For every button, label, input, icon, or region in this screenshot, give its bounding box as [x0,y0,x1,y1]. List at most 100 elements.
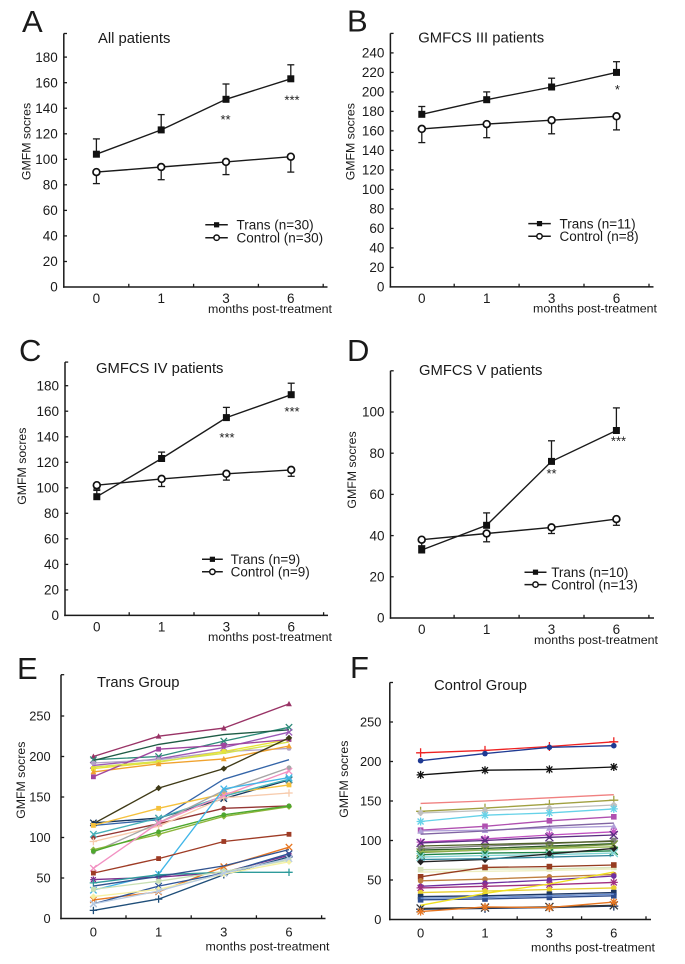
svg-text:D: D [347,333,369,368]
svg-text:GMFM socres: GMFM socres [344,103,358,180]
svg-text:100: 100 [29,830,50,845]
svg-text:months post-treatment: months post-treatment [208,630,333,644]
svg-text:Trans (n=30): Trans (n=30) [237,218,314,233]
svg-text:80: 80 [44,506,59,521]
svg-text:120: 120 [35,127,58,142]
svg-text:180: 180 [36,378,59,393]
svg-text:6: 6 [287,291,295,306]
svg-text:50: 50 [367,873,381,888]
svg-text:F: F [350,650,369,685]
svg-text:GMFM socres: GMFM socres [337,741,351,818]
svg-text:months post-treatment: months post-treatment [534,633,659,647]
svg-text:Trans (n=9): Trans (n=9) [231,552,301,567]
svg-text:0: 0 [418,291,426,306]
svg-text:0: 0 [418,622,426,637]
svg-text:240: 240 [362,46,385,61]
svg-text:GMFCS III patients: GMFCS III patients [418,30,544,46]
svg-text:160: 160 [36,404,59,419]
svg-text:0: 0 [50,280,58,295]
svg-text:6: 6 [610,926,617,941]
svg-text:0: 0 [93,619,101,634]
svg-text:GMFM socres: GMFM socres [14,742,28,819]
svg-text:160: 160 [35,75,58,90]
svg-text:200: 200 [362,85,385,100]
svg-text:All patients: All patients [98,31,170,47]
svg-text:GMFCS IV patients: GMFCS IV patients [96,361,223,377]
svg-text:3: 3 [223,619,231,634]
svg-text:100: 100 [36,481,59,496]
svg-text:GMFM socres: GMFM socres [15,428,29,505]
svg-text:0: 0 [51,608,59,623]
svg-text:Trans Group: Trans Group [97,675,180,691]
svg-text:1: 1 [481,926,488,941]
svg-text:60: 60 [369,221,384,236]
svg-text:0: 0 [93,291,101,306]
svg-text:C: C [19,333,41,368]
svg-text:***: *** [611,434,626,449]
svg-text:1: 1 [158,619,166,634]
svg-text:3: 3 [222,291,230,306]
svg-text:3: 3 [220,925,227,940]
svg-text:180: 180 [35,50,58,65]
svg-text:40: 40 [369,241,384,256]
svg-text:B: B [347,4,368,39]
svg-text:40: 40 [43,229,58,244]
svg-text:80: 80 [369,446,384,461]
svg-text:0: 0 [43,911,50,926]
svg-text:6: 6 [285,925,292,940]
svg-text:20: 20 [43,254,58,269]
svg-text:E: E [17,651,38,686]
svg-text:100: 100 [362,405,385,420]
svg-text:3: 3 [548,622,556,637]
svg-text:GMFM socres: GMFM socres [345,431,359,508]
svg-text:200: 200 [29,749,50,764]
svg-text:0: 0 [90,925,97,940]
svg-text:3: 3 [546,926,553,941]
svg-text:100: 100 [35,152,58,167]
svg-text:60: 60 [369,487,384,502]
svg-text:months post-treatment: months post-treatment [206,940,331,954]
svg-text:***: *** [219,430,234,445]
svg-text:60: 60 [44,532,59,547]
svg-text:A: A [22,4,43,39]
svg-text:1: 1 [155,925,162,940]
svg-text:40: 40 [44,557,59,572]
svg-text:1: 1 [157,291,165,306]
svg-text:120: 120 [362,163,385,178]
svg-text:1: 1 [483,622,491,637]
svg-text:180: 180 [362,104,385,119]
svg-text:150: 150 [360,794,381,809]
svg-text:Trans (n=10): Trans (n=10) [551,565,628,580]
svg-text:140: 140 [35,101,58,116]
svg-text:0: 0 [374,912,381,927]
svg-text:GMFM socres: GMFM socres [19,103,33,180]
svg-text:0: 0 [377,280,385,295]
svg-text:40: 40 [369,528,384,543]
svg-text:150: 150 [29,790,50,805]
svg-text:Control (n=30): Control (n=30) [237,231,324,246]
svg-text:80: 80 [369,202,384,217]
svg-text:0: 0 [417,926,424,941]
svg-text:months post-treatment: months post-treatment [208,302,333,316]
svg-text:***: *** [284,404,299,419]
svg-text:100: 100 [360,833,381,848]
svg-text:Control (n=8): Control (n=8) [560,229,639,244]
svg-text:Control (n=9): Control (n=9) [231,565,310,580]
svg-text:140: 140 [362,143,385,158]
svg-text:250: 250 [360,715,381,730]
svg-text:60: 60 [43,203,58,218]
svg-text:Trans (n=11): Trans (n=11) [560,216,636,231]
svg-text:months post-treatment: months post-treatment [531,941,656,955]
svg-text:20: 20 [44,583,59,598]
svg-text:220: 220 [362,65,385,80]
svg-text:months post-treatment: months post-treatment [533,302,658,316]
svg-text:0: 0 [377,611,385,626]
svg-text:120: 120 [36,455,59,470]
svg-text:250: 250 [29,709,50,724]
svg-text:50: 50 [36,871,50,886]
svg-text:140: 140 [36,430,59,445]
svg-text:100: 100 [362,182,385,197]
svg-text:GMFCS V patients: GMFCS V patients [419,363,542,379]
svg-text:**: ** [220,112,230,127]
svg-text:Control Group: Control Group [434,678,527,694]
